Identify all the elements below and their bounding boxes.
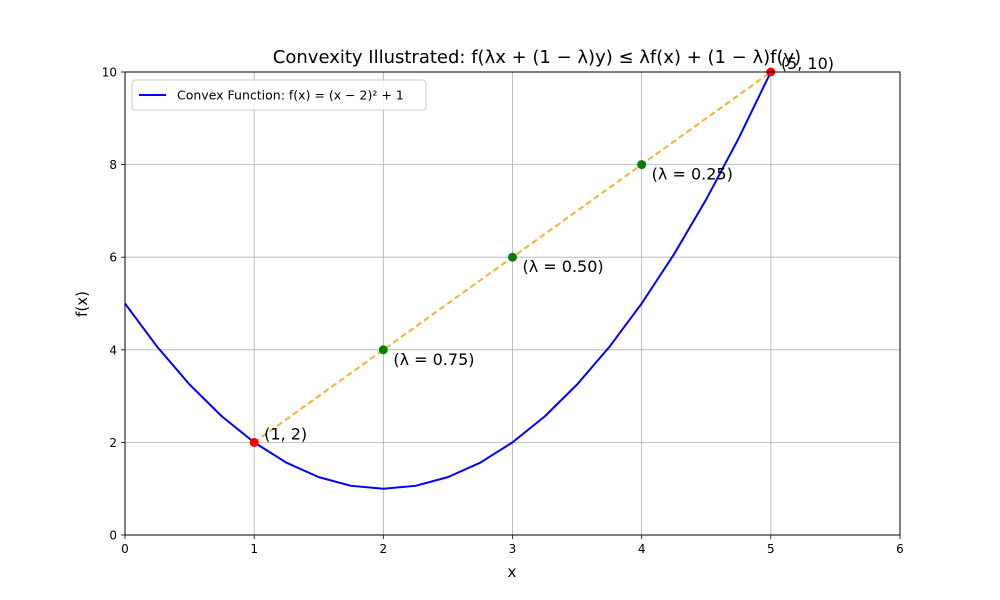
legend-entry-curve: Convex Function: f(x) = (x − 2)² + 1 <box>177 88 404 103</box>
y-axis-label: f(x) <box>73 291 91 317</box>
chart-title: Convexity Illustrated: f(λx + (1 − λ)y) … <box>273 47 801 68</box>
x-tick-label: 2 <box>380 542 388 556</box>
x-tick-label: 1 <box>250 542 258 556</box>
points-layer <box>249 67 776 447</box>
legend-box <box>131 79 427 111</box>
x-tick-label: 0 <box>121 542 129 556</box>
y-tick-label: 2 <box>109 436 117 450</box>
x-tick-label: 6 <box>896 542 904 556</box>
y-axis-ticks: 0 2 4 6 8 10 <box>102 66 125 543</box>
convex-curve <box>124 71 772 490</box>
endpoint-marker <box>249 437 259 447</box>
y-tick-label: 6 <box>109 251 117 265</box>
lambda-point-marker <box>378 345 388 355</box>
lambda-point-label: (λ = 0.75) <box>393 350 474 369</box>
lambda-point-label: (λ = 0.50) <box>523 257 604 276</box>
x-axis-ticks: 0 1 2 3 4 5 6 <box>121 535 904 556</box>
x-axis-label: x <box>508 563 517 581</box>
x-tick-label: 4 <box>638 542 646 556</box>
endpoint-label: (1, 2) <box>264 424 307 443</box>
endpoint-label: (5, 10) <box>781 54 834 73</box>
y-tick-label: 8 <box>109 158 117 172</box>
x-tick-label: 5 <box>767 542 775 556</box>
legend: Convex Function: f(x) = (x − 2)² + 1 <box>131 79 427 111</box>
curve-layer <box>124 71 772 490</box>
lambda-point-label: (λ = 0.25) <box>652 165 733 184</box>
y-tick-label: 4 <box>109 343 117 357</box>
lambda-point-marker <box>508 252 517 262</box>
y-tick-label: 10 <box>102 66 117 80</box>
x-tick-label: 3 <box>509 542 517 556</box>
y-tick-label: 0 <box>109 529 117 543</box>
lambda-point-marker <box>637 160 647 170</box>
annotation-layer: (1, 2) (5, 10) (λ = 0.75) (λ = 0.50) (λ = 0.… <box>264 54 834 443</box>
